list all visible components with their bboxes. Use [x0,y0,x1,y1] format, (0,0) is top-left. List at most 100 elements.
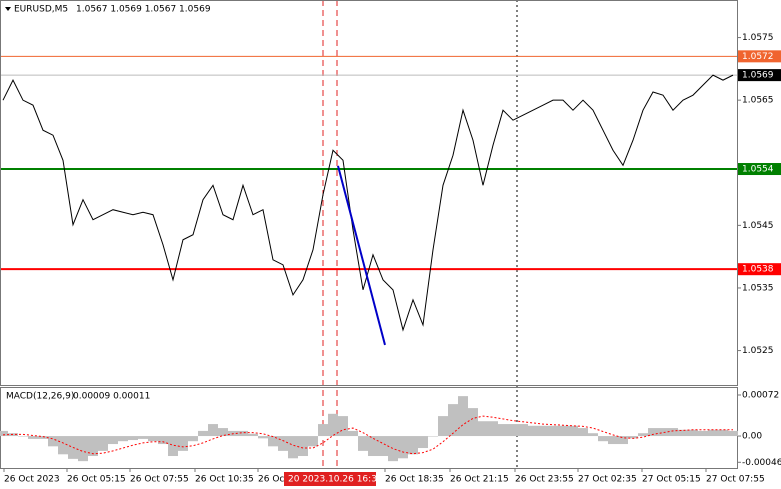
x-tick-label: 26 Oct 21:15 [450,475,509,485]
y-tick-label: 0.00072 [742,390,779,400]
histogram-bar [148,436,158,442]
histogram-bar [588,433,598,437]
x-tick-label: 26 Oct 10:35 [195,475,254,485]
histogram-bar [428,436,438,437]
level-label-box [738,163,781,176]
histogram-bar [378,436,388,457]
histogram-bar [458,396,468,437]
histogram-bar [678,429,688,437]
histogram-bar [198,430,208,437]
y-tick-label: 1.0545 [742,221,774,231]
trend-line [337,165,386,346]
y-tick-label: 0.00 [742,432,762,442]
y-tick-label: 1.0565 [742,96,774,106]
histogram-bar [48,436,58,447]
histogram-bar [58,436,68,455]
histogram-bar [488,421,498,437]
histogram-bar [528,425,538,437]
histogram-bar [218,428,228,437]
histogram-bar [28,436,38,439]
last-price-box [738,69,781,82]
y-tick-label: -0.00046 [742,458,781,468]
signal-line [2,415,733,455]
y-tick-label: 1.0525 [742,346,774,356]
histogram-bar [348,430,358,437]
histogram-bar [208,424,218,437]
crosshair-label-box [284,472,376,486]
histogram-bar [78,436,88,462]
histogram-bar [478,421,488,437]
histogram-bar [38,436,48,439]
histogram-bar [268,436,278,447]
histogram-bar [408,436,418,455]
level-label: 1.0554 [742,165,774,175]
histogram-bar [178,436,188,451]
x-tick-label: 26 Oct [258,475,288,485]
histogram-bar [438,416,448,437]
histogram-bar [158,436,168,445]
level-label-box [738,50,781,63]
x-tick-label: 27 Oct 05:15 [642,475,701,485]
histogram-bar [168,436,178,457]
macd-title: MACD(12,26,9) [6,392,74,402]
ohlc: 1.0567 1.0569 1.0567 1.0569 [76,5,211,15]
histogram-bar [638,433,648,437]
histogram-bar [648,428,658,437]
last-price-label: 1.0569 [742,71,774,81]
chart-title: EURUSD,M5 [14,5,68,15]
x-tick-label: 26 Oct 23:55 [515,475,574,485]
histogram-bar [468,408,478,437]
histogram-bar [368,436,378,457]
histogram-bar [278,436,288,451]
x-tick-label: 27 Oct 07:55 [706,475,765,485]
histogram-bar [718,429,728,437]
price-panel-frame [0,0,738,386]
x-tick-label: 27 Oct 02:35 [578,475,637,485]
histogram-bar [658,428,668,437]
histogram-bar [8,433,18,437]
macd-values: 0.00009 0.00011 [73,392,150,402]
histogram-bar [118,436,128,442]
x-tick-label: 26 Oct 2023 [4,475,60,485]
histogram-bar [418,436,428,449]
histogram-bar [538,425,548,437]
histogram-bar [568,425,578,437]
histogram-bar [598,436,608,442]
histogram-bar [338,416,348,437]
histogram-bar [98,436,108,451]
price-line [2,74,734,332]
histogram-bar [248,433,258,437]
x-tick-label: 26 Oct 18:35 [385,475,444,485]
level-label: 1.0572 [742,52,774,62]
histogram-bar [448,404,458,437]
histogram-bar [688,429,698,437]
histogram-bar [308,436,318,447]
histogram-bar [578,428,588,437]
y-tick-label: 1.0575 [742,33,774,43]
menu-arrow [5,7,11,11]
histogram-bar [558,425,568,437]
histogram-bar [698,430,708,437]
histogram-bar [238,430,248,437]
histogram-bar [508,424,518,437]
macd-panel-frame [0,387,738,469]
histogram-bar [358,436,368,451]
histogram-bar [728,430,738,437]
crosshair-label: 20 2023.10.26 16:30 [288,475,383,485]
y-tick-label: 1.0535 [742,283,774,293]
level-label-box [738,263,781,276]
histogram-bar [318,424,328,437]
histogram-bar [188,436,198,442]
histogram-bar [498,424,508,437]
histogram-bar [518,424,528,437]
histogram-bar [618,436,628,445]
x-tick-label: 26 Oct 05:15 [67,475,126,485]
histogram-bar [388,436,398,462]
histogram-bar [608,436,618,445]
histogram-bar [18,436,28,437]
histogram-bar [88,436,98,457]
histogram-bar [288,436,298,459]
histogram-bar [258,436,268,439]
histogram-bar [548,425,558,437]
